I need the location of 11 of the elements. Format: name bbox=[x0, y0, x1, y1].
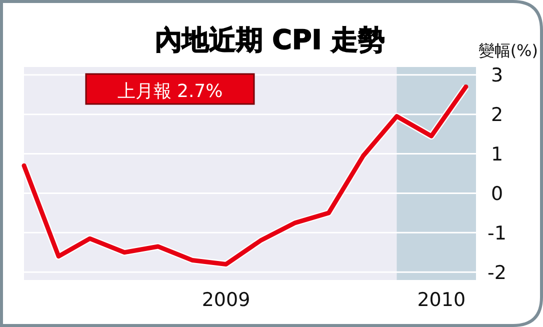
x-tick-label: 2010 bbox=[417, 289, 466, 311]
y-tick-label: -1 bbox=[488, 222, 506, 244]
y-tick-label: 0 bbox=[490, 182, 504, 205]
y-tick-label: 2 bbox=[490, 104, 504, 126]
chart-title: 內地近期 CPI 走勢 bbox=[154, 25, 386, 56]
y-axis-title: 變幅(%) bbox=[478, 41, 538, 60]
y-tick-label: -2 bbox=[488, 262, 506, 284]
y-tick-label: 1 bbox=[490, 143, 504, 166]
x-tick-label: 2009 bbox=[202, 289, 250, 311]
y-tick-label: 3 bbox=[490, 64, 504, 87]
annotation: 上月報 2.7% bbox=[117, 81, 223, 102]
